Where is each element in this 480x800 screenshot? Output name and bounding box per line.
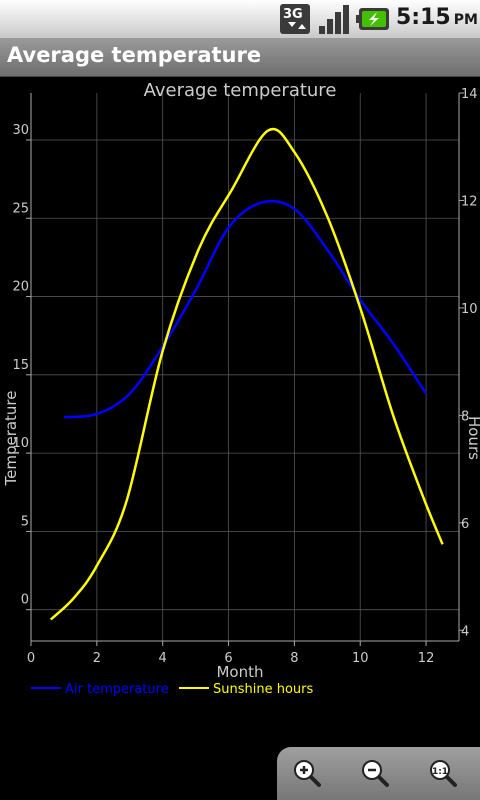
status-bar: 3G 5:15 PM [0,0,480,38]
y2-tick-label: 10 [461,302,478,317]
legend-label: Air temperature [65,682,169,697]
app-title-bar: Average temperature [0,38,480,77]
3g-data-icon: 3G [280,4,310,34]
clock-ampm: PM [453,12,478,28]
zoom-out-icon[interactable] [359,757,391,789]
signal-strength-icon [319,5,349,34]
y2-tick-label: 4 [461,624,469,639]
series-line-air-temperature [63,199,428,419]
svg-text:1:1: 1:1 [432,767,448,777]
y2-axis-label: Hours [465,416,480,460]
zoom-in-icon[interactable] [291,757,323,789]
x-tick-label: 6 [224,651,232,666]
x-tick-label: 0 [27,651,35,666]
chart-grid [30,93,459,641]
y-axis-label: Temperature [2,390,20,486]
y2-tick-label: 6 [461,517,469,532]
y-tick-label: 15 [12,358,29,373]
x-tick-label: 2 [93,651,101,666]
chart-ticks: 0 2 4 6 8 10 12 0 5 10 15 20 25 30 4 6 8 10 12 14 [12,87,477,666]
battery-charging-icon [356,8,389,30]
chart-axes [30,93,460,642]
x-tick-label: 4 [159,651,167,666]
y2-tick-label: 14 [461,87,478,102]
network-label: 3G [283,7,303,22]
legend-label: Sunshine hours [213,682,314,697]
zoom-reset-icon[interactable]: 1:1 [427,757,459,789]
y-tick-label: 25 [12,201,29,216]
series-line-sunshine-hours [49,127,444,621]
y-tick-label: 10 [12,436,29,451]
chart-series [49,127,444,621]
clock-time: 5:15 [396,5,451,30]
x-tick-label: 8 [290,651,298,666]
status-clock: 5:15 PM [396,5,478,30]
x-axis-label: Month [216,663,263,681]
y-tick-label: 20 [12,280,29,295]
y-tick-label: 5 [21,514,29,529]
y2-tick-label: 8 [461,409,469,424]
x-tick-label: 12 [418,651,435,666]
temperature-chart[interactable]: 0 2 4 6 8 10 12 0 5 10 15 20 25 30 4 6 8 10 12 14 Average t… [0,76,480,800]
x-tick-label: 10 [352,651,369,666]
chart-legend: Air temperature Sunshine hours [31,682,314,697]
y2-tick-label: 12 [461,194,478,209]
chart-title: Average temperature [144,80,337,101]
app-title: Average temperature [7,43,262,67]
zoom-controls: 1:1 [277,747,480,800]
y-tick-label: 30 [12,123,29,138]
y-tick-label: 0 [21,593,29,608]
